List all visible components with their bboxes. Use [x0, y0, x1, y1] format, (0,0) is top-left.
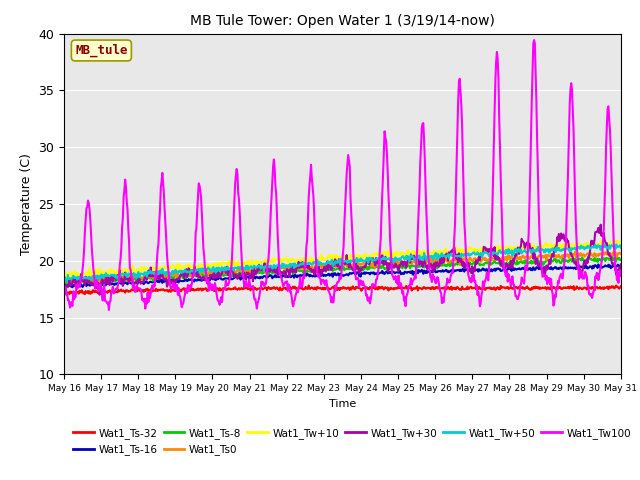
Y-axis label: Temperature (C): Temperature (C): [20, 153, 33, 255]
Title: MB Tule Tower: Open Water 1 (3/19/14-now): MB Tule Tower: Open Water 1 (3/19/14-now…: [190, 14, 495, 28]
Legend: Wat1_Ts-32, Wat1_Ts-16, Wat1_Ts-8, Wat1_Ts0, Wat1_Tw+10, Wat1_Tw+30, Wat1_Tw+50,: Wat1_Ts-32, Wat1_Ts-16, Wat1_Ts-8, Wat1_…: [69, 424, 635, 459]
Text: MB_tule: MB_tule: [75, 44, 127, 57]
X-axis label: Time: Time: [329, 399, 356, 408]
